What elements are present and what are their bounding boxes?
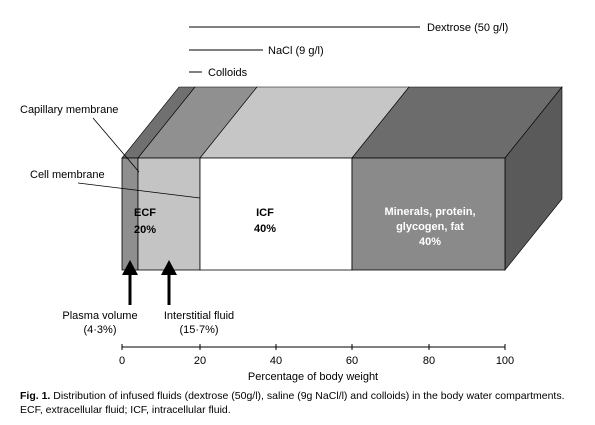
plasma-volume-value: (4·3%) bbox=[83, 324, 116, 336]
interstitial-fluid-value: (15·7%) bbox=[179, 324, 218, 336]
interstitial-fluid-label: Interstitial fluid bbox=[164, 310, 234, 322]
body-water-diagram: Dextrose (50 g/l) NaCl (9 g/l) Colloids … bbox=[20, 22, 563, 383]
nacl-label: NaCl (9 g/l) bbox=[268, 45, 324, 57]
icf-value: 40% bbox=[254, 223, 276, 235]
figure-caption-label: Fig. 1. bbox=[20, 390, 51, 402]
minerals-label-line1: Minerals, protein, bbox=[384, 206, 475, 218]
ecf-value: 20% bbox=[134, 224, 156, 236]
capillary-membrane-label: Capillary membrane bbox=[20, 104, 118, 116]
x-axis-ticks: 0 20 40 60 80 100 bbox=[119, 344, 514, 367]
tick-label-20: 20 bbox=[194, 355, 206, 367]
minerals-value: 40% bbox=[419, 236, 441, 248]
tick-label-40: 40 bbox=[270, 355, 282, 367]
icf-segment bbox=[199, 157, 353, 271]
minerals-label-line2: glycogen, fat bbox=[396, 221, 464, 233]
figure-caption: Fig. 1. Distribution of infused fluids (… bbox=[20, 389, 580, 417]
figure-caption-text: Distribution of infused fluids (dextrose… bbox=[20, 390, 565, 416]
tick-label-80: 80 bbox=[423, 355, 435, 367]
plasma-volume-label: Plasma volume bbox=[62, 310, 137, 322]
icf-label: ICF bbox=[256, 207, 274, 219]
tick-label-0: 0 bbox=[119, 355, 125, 367]
minerals-segment bbox=[351, 157, 506, 271]
colloids-label: Colloids bbox=[208, 67, 248, 79]
dextrose-label: Dextrose (50 g/l) bbox=[427, 22, 508, 34]
cell-membrane-label: Cell membrane bbox=[30, 169, 105, 181]
x-axis-label: Percentage of body weight bbox=[248, 371, 378, 383]
cell-membrane-leader bbox=[77, 182, 201, 199]
tick-label-60: 60 bbox=[346, 355, 358, 367]
ecf-label: ECF bbox=[134, 207, 156, 219]
tick-label-100: 100 bbox=[496, 355, 514, 367]
interstitial-fluid-arrow bbox=[161, 260, 177, 305]
capillary-membrane-leader bbox=[92, 117, 140, 173]
interstitial-segment bbox=[137, 157, 201, 271]
plasma-volume-arrow bbox=[122, 260, 138, 305]
